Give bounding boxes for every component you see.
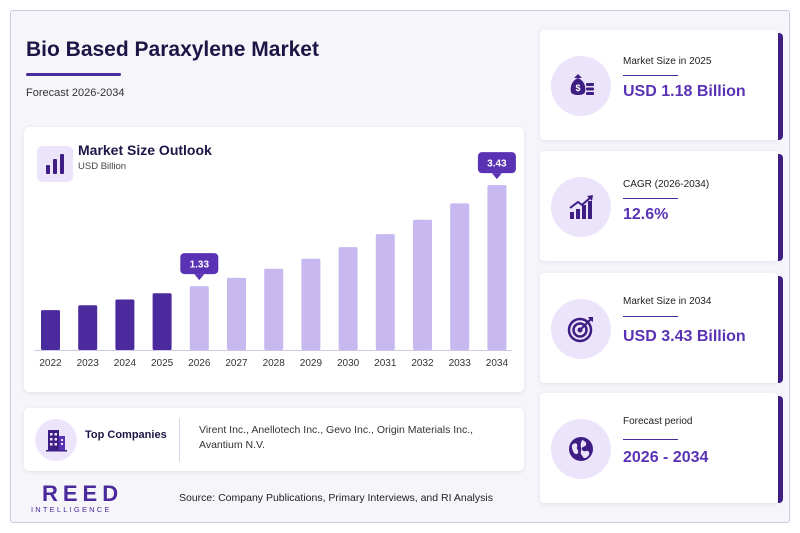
data-label: 3.43 [487, 159, 507, 170]
bar-2029 [301, 258, 321, 350]
chart-unit: USD Billion [78, 161, 127, 172]
stat-value: USD 1.18 Billion [623, 83, 746, 100]
x-tick-label: 2033 [449, 358, 472, 369]
top-companies-list: Virent Inc., Anellotech Inc., Gevo Inc.,… [199, 424, 474, 451]
stat-card-forecast-period: Forecast period 2026 - 2034 [540, 393, 783, 503]
logo-tagline: INTELLIGENCE [31, 505, 112, 514]
globe-icon [551, 419, 611, 479]
building-icon [35, 419, 77, 461]
source-note: Source: Company Publications, Primary In… [179, 492, 493, 504]
companies-divider [179, 418, 180, 462]
bar-chart: 2022 2023 2024 2025 2026 2027 2028 2029 2030 2031… [34, 152, 516, 369]
x-tick-label: 2034 [486, 358, 509, 369]
bar-2022 [41, 310, 60, 350]
bar-2030 [338, 247, 358, 350]
stat-value: 12.6% [623, 206, 669, 223]
stat-label: Forecast period [623, 416, 693, 427]
target-icon [551, 299, 611, 359]
logo-wordmark: REED [42, 481, 124, 506]
stat-divider [623, 198, 678, 199]
x-tick-label: 2027 [225, 358, 248, 369]
bar-2033 [450, 203, 470, 350]
stat-divider [623, 75, 678, 76]
stat-label: Market Size in 2025 [623, 56, 712, 67]
x-tick-label: 2022 [39, 358, 62, 369]
bar-2034 [487, 185, 507, 350]
stat-label: Market Size in 2034 [623, 296, 712, 307]
stat-value: USD 3.43 Billion [623, 328, 746, 345]
money-bag-icon: $ [551, 56, 611, 116]
page-subtitle: Forecast 2026-2034 [26, 87, 125, 99]
stat-divider [623, 439, 678, 440]
svg-text:$: $ [575, 83, 580, 93]
bar-2024 [115, 299, 135, 350]
data-label: 1.33 [190, 260, 210, 271]
chart-title: Market Size Outlook [78, 142, 212, 158]
x-tick-label: 2024 [114, 358, 137, 369]
x-tick-label: 2023 [77, 358, 100, 369]
stat-card-cagr: CAGR (2026-2034) 12.6% [540, 151, 783, 261]
top-companies-card: Top Companies Virent Inc., Anellotech In… [24, 408, 524, 471]
callout-pointer [194, 274, 205, 281]
stat-value: 2026 - 2034 [623, 449, 709, 466]
callout-box [477, 152, 516, 174]
page-title: Bio Based Paraxylene Market [26, 38, 319, 61]
x-tick-label: 2031 [374, 358, 397, 369]
callout-box [180, 253, 219, 275]
bar-2032 [413, 219, 432, 350]
stat-label: CAGR (2026-2034) [623, 179, 710, 190]
bar-2031 [375, 234, 395, 350]
stat-card-market-size-2034: Market Size in 2034 USD 3.43 Billion [540, 273, 783, 383]
stat-divider [623, 316, 678, 317]
growth-chart-icon [551, 177, 611, 237]
x-tick-label: 2026 [188, 358, 211, 369]
chart-card: Market Size Outlook USD Billion 2022 2023… [24, 127, 524, 392]
callout-pointer [491, 173, 502, 180]
x-tick-label: 2029 [300, 358, 323, 369]
x-tick-label: 2025 [151, 358, 174, 369]
bar-2027 [227, 277, 246, 350]
x-tick-label: 2028 [263, 358, 286, 369]
stat-card-market-size-2025: $ Market Size in 2025 USD 1.18 Billion [540, 30, 783, 140]
bar-2028 [264, 268, 284, 350]
bar-2025 [152, 293, 172, 350]
bar-2026 [189, 286, 209, 350]
title-underline [26, 73, 121, 76]
bar-chart-icon [37, 146, 73, 182]
top-companies-title: Top Companies [85, 429, 167, 441]
x-tick-label: 2032 [411, 358, 434, 369]
bar-2023 [78, 305, 98, 350]
x-tick-label: 2030 [337, 358, 360, 369]
